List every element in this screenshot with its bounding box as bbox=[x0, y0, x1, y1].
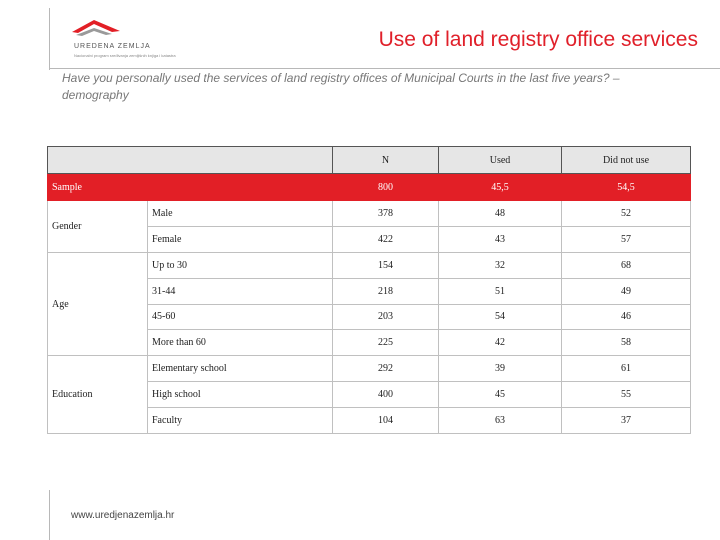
column-header-used: Used bbox=[438, 146, 562, 174]
cell-used: 51 bbox=[438, 277, 562, 305]
divider-vertical-top bbox=[49, 8, 50, 70]
divider-vertical-bottom bbox=[49, 490, 50, 540]
table-row: Age Up to 30 154 32 68 bbox=[47, 251, 691, 357]
logo-subtext: Nacionalni program sređivanja zemljišnih… bbox=[74, 53, 176, 58]
row-label: Elementary school bbox=[147, 355, 333, 383]
column-header-n: N bbox=[332, 146, 439, 174]
cell-did-not-use: 49 bbox=[561, 277, 691, 305]
table-row: Education Elementary school 292 39 61 bbox=[47, 355, 691, 434]
cell-n: 218 bbox=[332, 277, 439, 305]
cell-did-not-use: 46 bbox=[561, 303, 691, 331]
row-label: Male bbox=[147, 200, 333, 227]
footer-url: www.uredjenazemlja.hr bbox=[71, 510, 175, 521]
demography-table: N Used Did not use Sample 800 45,5 54,5 … bbox=[47, 146, 691, 434]
table-row: Faculty 104 63 37 bbox=[48, 407, 691, 434]
cell-used: 63 bbox=[438, 407, 562, 434]
table-row: High school 400 45 55 bbox=[48, 381, 691, 408]
cell-n: 422 bbox=[332, 225, 439, 253]
table-row: 31-44 218 51 49 bbox=[48, 277, 691, 305]
cell-used: 42 bbox=[438, 329, 562, 357]
cell-did-not-use: 52 bbox=[561, 200, 691, 227]
logo: UREDENA ZEMLJA Nacionalni program sređiv… bbox=[66, 18, 226, 64]
row-label: Up to 30 bbox=[147, 251, 333, 279]
row-label: 31-44 bbox=[147, 277, 333, 305]
table-row: 45-60 203 54 46 bbox=[48, 303, 691, 331]
header-blank-cell bbox=[47, 146, 333, 174]
row-label: More than 60 bbox=[147, 329, 333, 357]
row-label: High school bbox=[147, 381, 333, 408]
cell-n: 292 bbox=[332, 355, 439, 383]
row-label: Female bbox=[147, 225, 333, 253]
uredena-zemlja-logo-icon bbox=[72, 20, 120, 36]
row-label: 45-60 bbox=[147, 303, 333, 331]
cell-did-not-use: 61 bbox=[561, 355, 691, 383]
cell-used: 39 bbox=[438, 355, 562, 383]
page-subtitle: Have you personally used the services of… bbox=[62, 71, 620, 102]
cell-n: 378 bbox=[332, 200, 439, 227]
cell-used: 54 bbox=[438, 303, 562, 331]
column-header-did-not-use: Did not use bbox=[561, 146, 691, 174]
cell-used: 45 bbox=[438, 381, 562, 408]
table-row: Gender Male 378 48 52 bbox=[47, 200, 691, 253]
cell-did-not-use: 37 bbox=[561, 407, 691, 434]
cell-did-not-use: 55 bbox=[561, 381, 691, 408]
page-title: Use of land registry office services bbox=[378, 28, 698, 51]
cell-n: 154 bbox=[332, 251, 439, 279]
cell-n: 400 bbox=[332, 381, 439, 408]
logo-text: UREDENA ZEMLJA bbox=[74, 43, 151, 50]
cell-did-not-use: 57 bbox=[561, 225, 691, 253]
table-row: More than 60 225 42 58 bbox=[48, 329, 691, 357]
cell-did-not-use: 58 bbox=[561, 329, 691, 357]
cell-used: 32 bbox=[438, 251, 562, 279]
sample-n: 800 bbox=[332, 173, 439, 201]
cell-did-not-use: 68 bbox=[561, 251, 691, 279]
sample-row: Sample 800 45,5 54,5 bbox=[47, 173, 691, 201]
table-header-row: N Used Did not use bbox=[47, 146, 691, 174]
cell-used: 43 bbox=[438, 225, 562, 253]
cell-n: 203 bbox=[332, 303, 439, 331]
cell-used: 48 bbox=[438, 200, 562, 227]
table-row: Female 422 43 57 bbox=[48, 225, 691, 253]
cell-n: 225 bbox=[332, 329, 439, 357]
divider-horizontal bbox=[49, 68, 720, 69]
group-label-gender: Gender bbox=[47, 200, 148, 253]
sample-did-not-use: 54,5 bbox=[561, 173, 691, 201]
row-label: Faculty bbox=[147, 407, 333, 434]
cell-n: 104 bbox=[332, 407, 439, 434]
group-label-age: Age bbox=[47, 251, 148, 357]
sample-label: Sample bbox=[47, 173, 333, 201]
sample-used: 45,5 bbox=[438, 173, 562, 201]
group-label-education: Education bbox=[47, 355, 148, 434]
